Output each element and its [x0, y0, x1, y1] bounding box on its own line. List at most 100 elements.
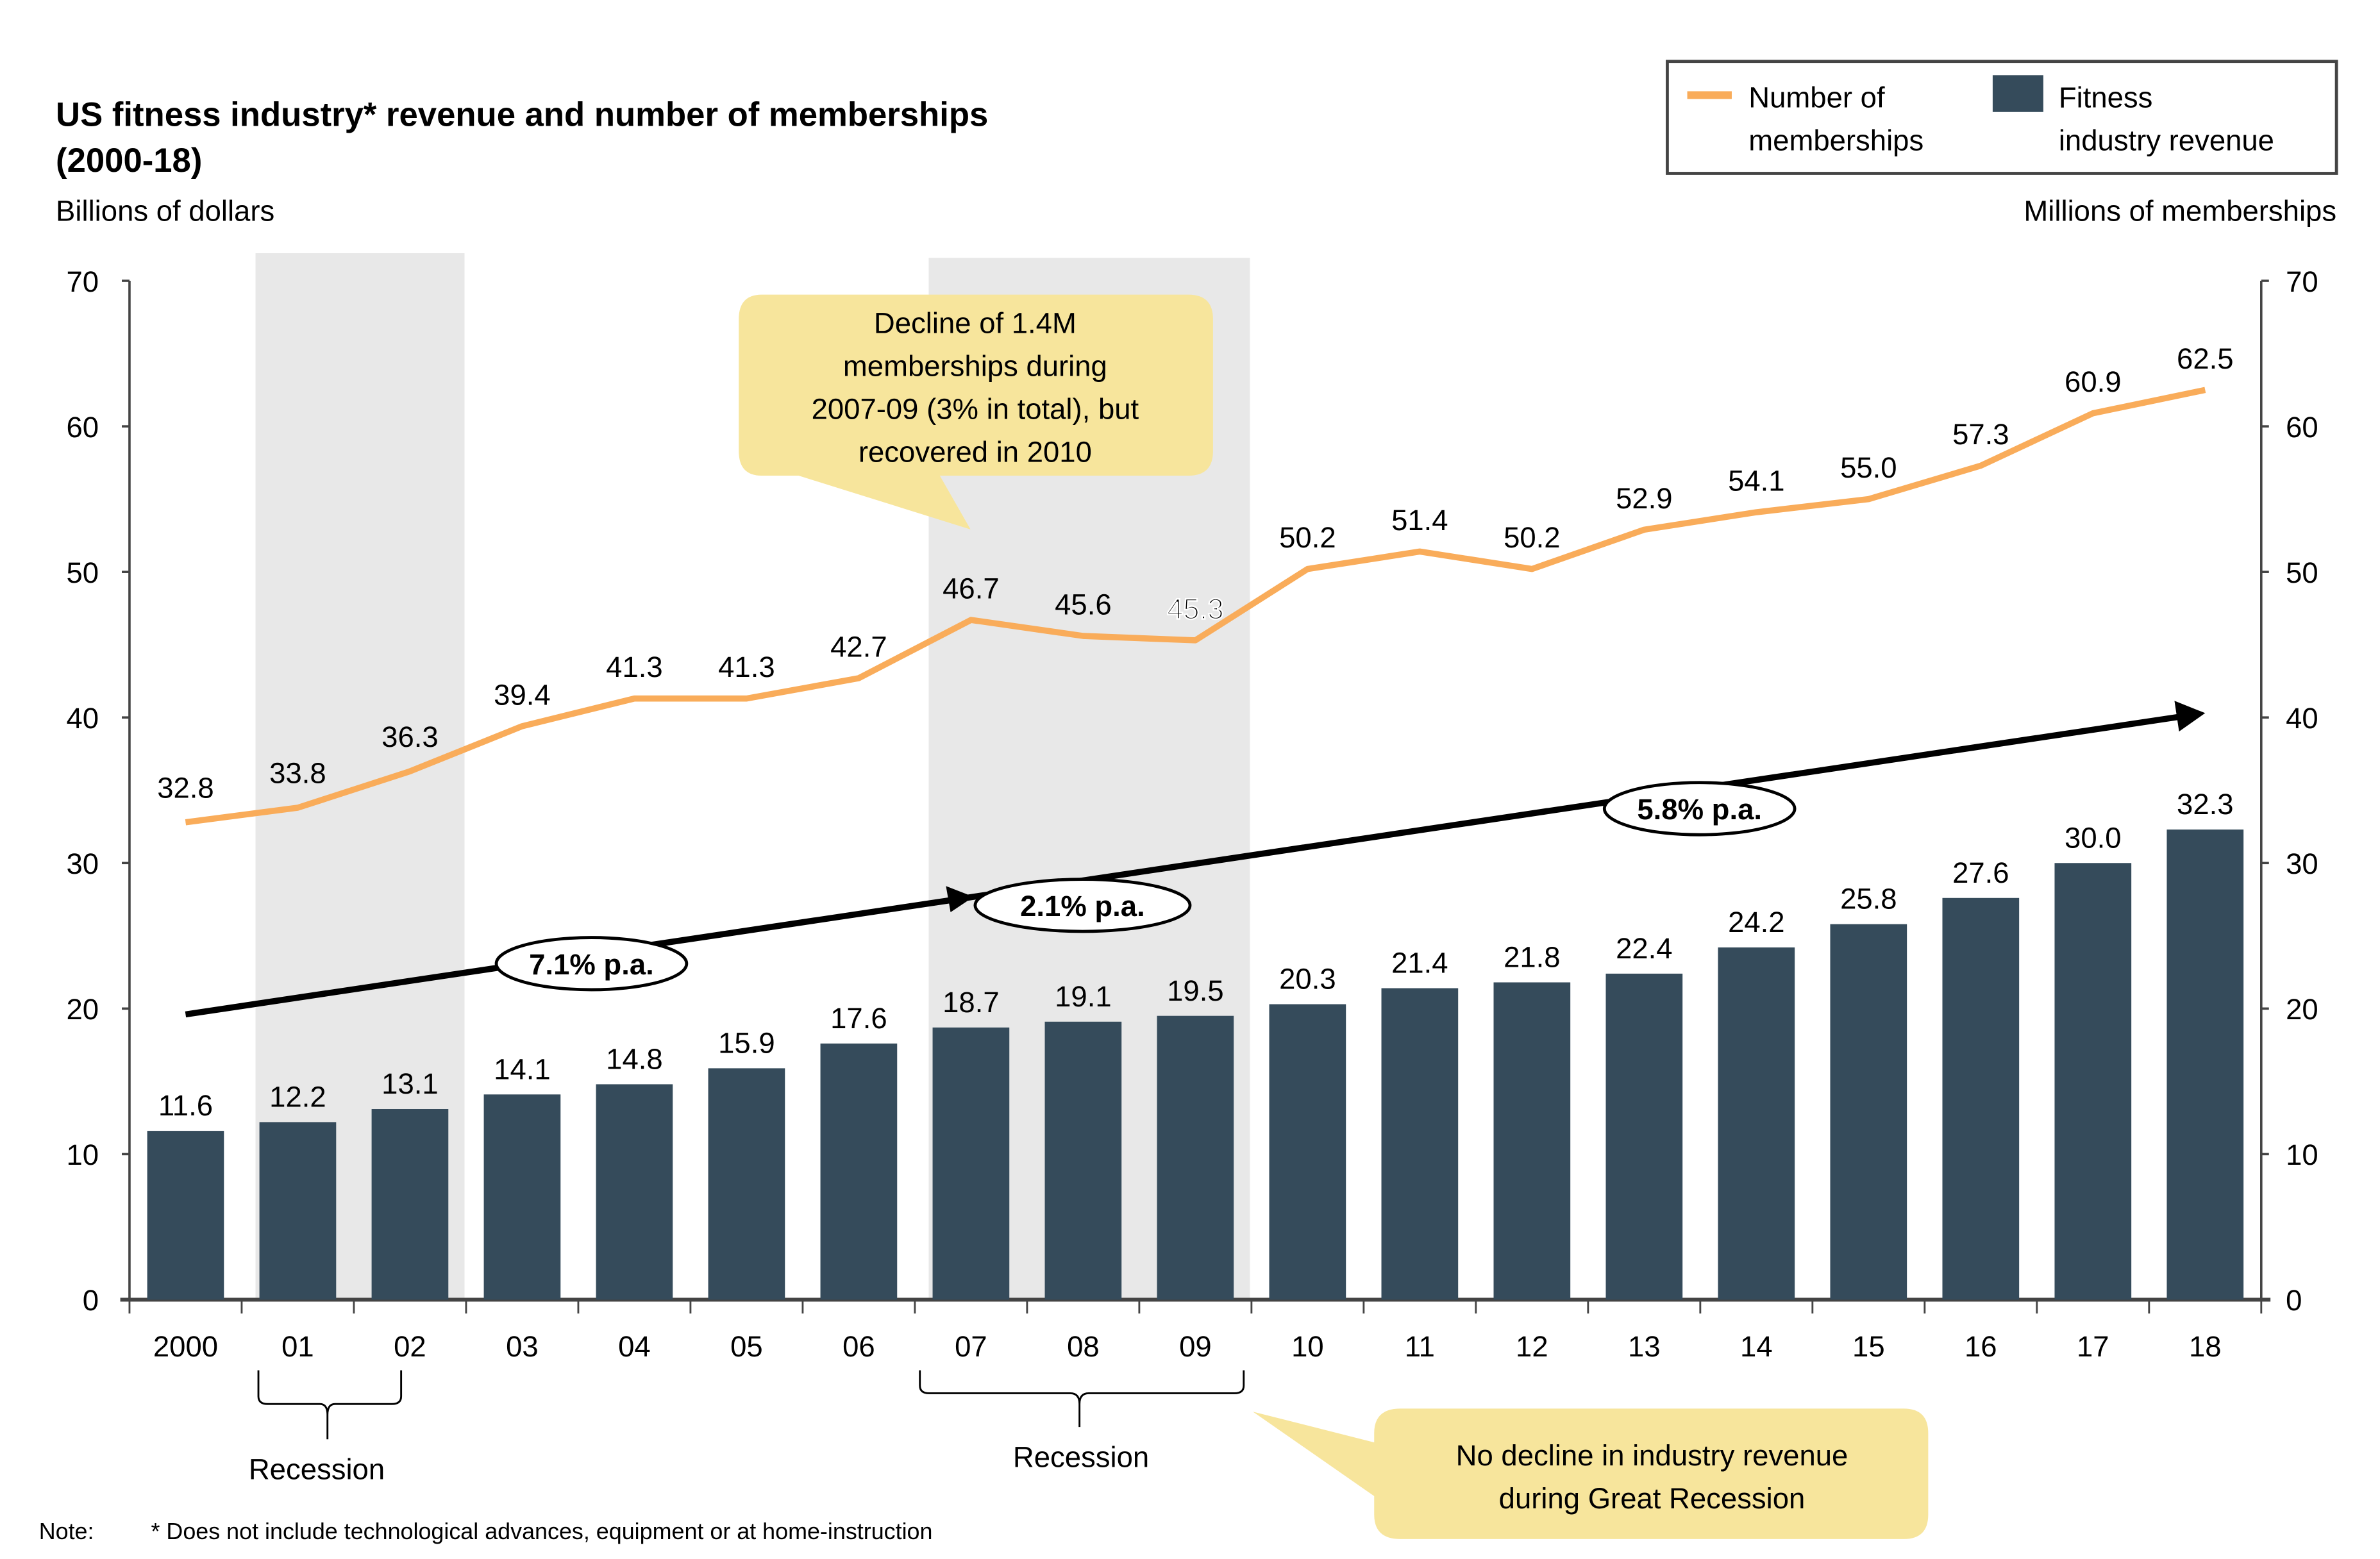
bottom-callout-line-1: No decline in industry revenue [1456, 1439, 1848, 1472]
right-tick-label: 0 [2286, 1284, 2302, 1317]
revenue-bar-label: 30.0 [2065, 821, 2122, 854]
x-tick-label: 02 [394, 1330, 426, 1363]
revenue-bar-label: 20.3 [1279, 963, 1336, 996]
x-tick-label: 09 [1179, 1330, 1212, 1363]
memberships-label: 45.3 [1167, 592, 1224, 625]
revenue-bar [259, 1122, 337, 1300]
revenue-bar-label: 24.2 [1728, 906, 1785, 938]
recession-label-1: Recession [249, 1453, 385, 1486]
revenue-bar [820, 1043, 898, 1300]
chart-subtitle: (2000-18) [56, 142, 202, 179]
revenue-bar-label: 22.4 [1616, 932, 1673, 965]
left-axis-label: Billions of dollars [56, 195, 274, 228]
right-tick-label: 40 [2286, 702, 2318, 735]
top-callout [739, 294, 1213, 529]
growth-rate-label: 2.1% p.a. [1020, 890, 1145, 922]
revenue-bar [1830, 924, 1907, 1300]
right-tick-label: 30 [2286, 847, 2318, 880]
memberships-label: 54.1 [1728, 465, 1785, 497]
right-axis-label: Millions of memberships [2024, 195, 2336, 228]
x-tick-label: 11 [1405, 1330, 1435, 1363]
x-tick-label: 15 [1852, 1330, 1885, 1363]
revenue-bar-label: 13.1 [381, 1067, 438, 1100]
legend: Number of memberships Fitness industry r… [1666, 60, 2338, 175]
trend-arrowhead [2174, 701, 2206, 732]
revenue-bar [1605, 973, 1683, 1300]
revenue-bar [483, 1094, 561, 1300]
trend-mid-arrowhead [946, 886, 974, 912]
revenue-bar [1157, 1015, 1234, 1300]
revenue-bar-label: 21.8 [1504, 941, 1561, 974]
revenue-bar-label: 27.6 [1952, 856, 2009, 889]
recession-label-2: Recession [1013, 1440, 1149, 1473]
memberships-label: 60.9 [2065, 365, 2122, 398]
growth-rate-label: 7.1% p.a. [529, 948, 654, 981]
revenue-bar [2166, 830, 2244, 1300]
x-tick-label: 08 [1067, 1330, 1100, 1363]
left-tick-label: 70 [67, 265, 99, 298]
memberships-label: 62.5 [2177, 342, 2234, 375]
memberships-label: 50.2 [1504, 521, 1561, 554]
recession-bracket-2 [919, 1370, 1245, 1428]
memberships-label: 51.4 [1391, 504, 1448, 537]
x-tick-label: 14 [1740, 1330, 1773, 1363]
top-callout-line-1: Decline of 1.4M [874, 306, 1077, 339]
memberships-label: 41.3 [718, 651, 775, 683]
revenue-bar-label: 14.1 [494, 1053, 551, 1085]
memberships-label: 41.3 [606, 651, 663, 683]
revenue-bar [1381, 988, 1459, 1300]
revenue-bar-label: 19.5 [1167, 974, 1224, 1007]
recession-brackets [257, 1370, 1245, 1440]
legend-label-memberships-2: memberships [1748, 124, 1923, 157]
note-text: * Does not include technological advance… [151, 1519, 932, 1544]
x-tick-label: 17 [2077, 1330, 2109, 1363]
left-tick-label: 10 [67, 1138, 99, 1171]
memberships-label: 45.6 [1055, 588, 1112, 621]
revenue-bar-label: 12.2 [269, 1081, 326, 1113]
legend-label-memberships: Number of [1748, 81, 1885, 114]
memberships-label: 57.3 [1952, 418, 2009, 451]
top-callout-line-4: recovered in 2010 [859, 436, 1092, 469]
recession-bracket-1 [257, 1370, 403, 1440]
revenue-bar-label: 11.6 [158, 1089, 213, 1122]
top-callout-line-2: memberships during [843, 349, 1107, 382]
bottom-callout [1253, 1408, 1929, 1539]
x-tick-label: 01 [281, 1330, 314, 1363]
legend-bar-swatch [1992, 75, 2043, 112]
growth-rate-badge [973, 878, 1192, 933]
x-tick-label: 04 [618, 1330, 651, 1363]
memberships-label: 32.8 [157, 771, 214, 804]
legend-label-revenue-2: industry revenue [2059, 124, 2274, 157]
memberships-label: 39.4 [494, 678, 551, 711]
growth-rate-badge [1602, 781, 1797, 837]
revenue-bar [371, 1109, 449, 1300]
x-tick-label: 07 [955, 1330, 987, 1363]
revenue-bar-label: 32.3 [2177, 788, 2234, 821]
left-tick-label: 40 [67, 702, 99, 735]
left-tick-label: 60 [67, 411, 99, 444]
revenue-bar [1269, 1004, 1346, 1300]
left-tick-label: 30 [67, 847, 99, 880]
left-tick-label: 50 [67, 556, 99, 589]
revenue-bar-label: 18.7 [943, 986, 1000, 1019]
x-tick-label: 2000 [153, 1330, 218, 1363]
x-tick-label: 03 [506, 1330, 539, 1363]
revenue-bar [1493, 982, 1571, 1300]
revenue-bar-label: 14.8 [606, 1042, 663, 1075]
bottom-callout-line-2: during Great Recession [1499, 1482, 1806, 1515]
revenue-bar [1942, 897, 2020, 1300]
x-tick-label: 16 [1965, 1330, 1997, 1363]
note-label: Note: [39, 1519, 94, 1544]
x-tick-label: 12 [1516, 1330, 1548, 1363]
x-tick-label: 10 [1291, 1330, 1324, 1363]
x-tick-label: 05 [730, 1330, 763, 1363]
revenue-bar [2054, 863, 2132, 1300]
revenue-bar [147, 1131, 224, 1300]
right-tick-label: 10 [2286, 1138, 2318, 1171]
memberships-label: 46.7 [943, 572, 1000, 605]
right-tick-label: 20 [2286, 993, 2318, 1026]
left-tick-label: 20 [67, 993, 99, 1026]
revenue-bar [1718, 947, 1795, 1300]
revenue-bar-label: 19.1 [1055, 980, 1112, 1013]
